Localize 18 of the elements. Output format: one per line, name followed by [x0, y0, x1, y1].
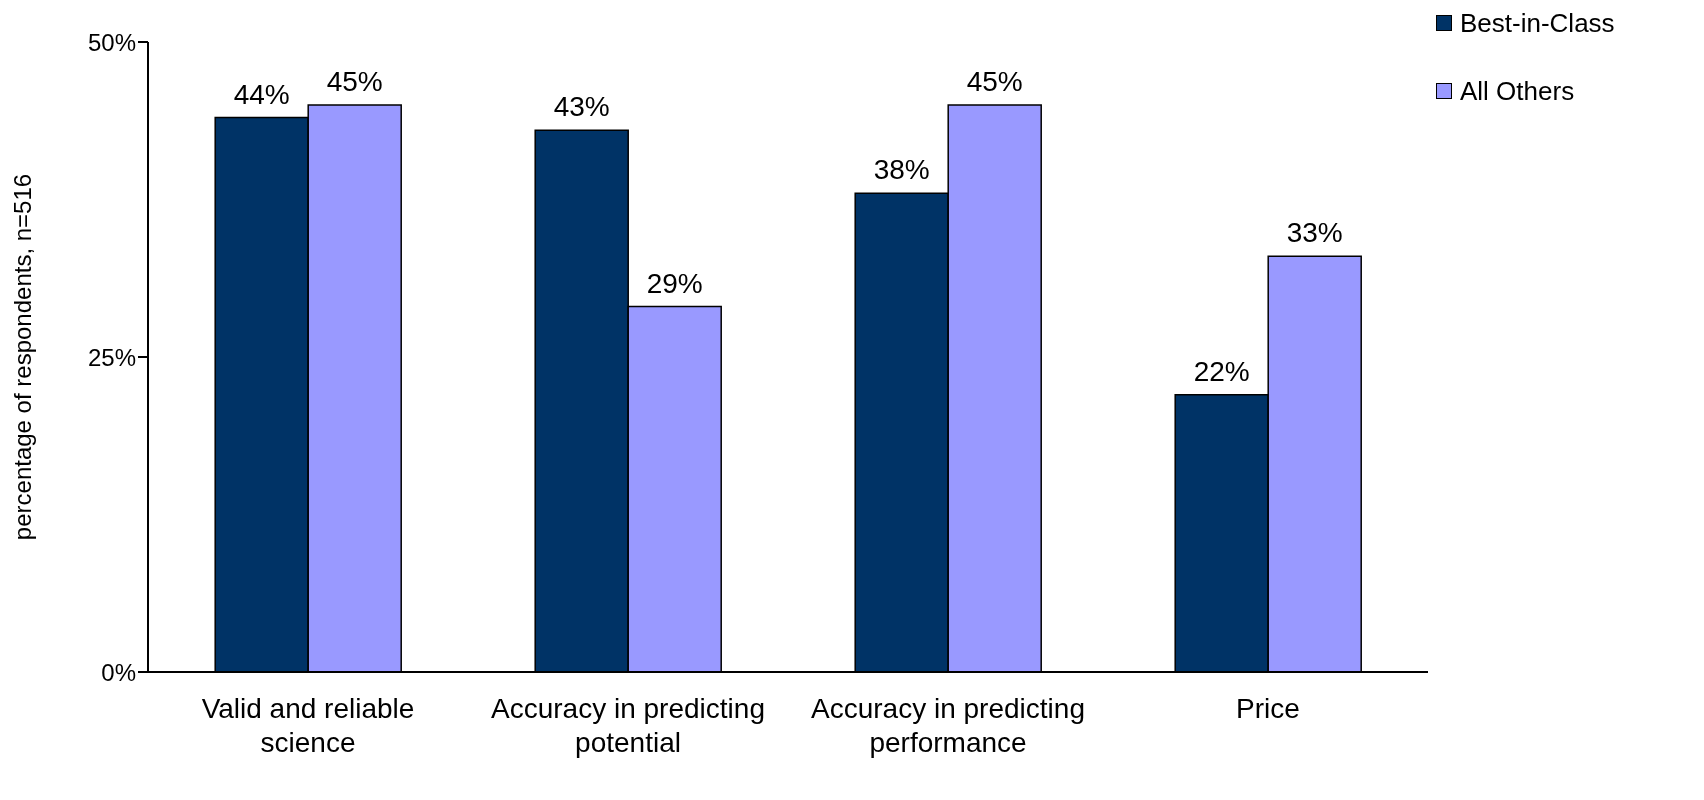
data-label: 22%: [1193, 355, 1250, 387]
data-label: 44%: [233, 78, 290, 110]
y-tick-label: 0%: [101, 658, 136, 686]
legend-label: Best-in-Class: [1460, 7, 1615, 39]
data-label: 29%: [646, 267, 703, 299]
x-tick-label: Accuracy in predicting performance: [811, 693, 1085, 758]
x-tick-label: Accuracy in predicting potential: [491, 693, 765, 758]
data-label: 43%: [553, 91, 610, 123]
x-tick-label: Price: [1236, 693, 1300, 724]
legend-label: All Others: [1460, 75, 1575, 107]
y-axis-title: percentage of respondents, n=516: [8, 173, 36, 541]
data-label: 45%: [966, 66, 1023, 97]
y-tick-label: 50%: [87, 28, 136, 56]
data-label: 33%: [1286, 217, 1343, 249]
data-label: 38%: [873, 154, 930, 186]
y-tick-label: 25%: [87, 343, 136, 371]
x-tick-label: Valid and reliable science: [201, 693, 415, 758]
data-label: 45%: [326, 66, 383, 97]
